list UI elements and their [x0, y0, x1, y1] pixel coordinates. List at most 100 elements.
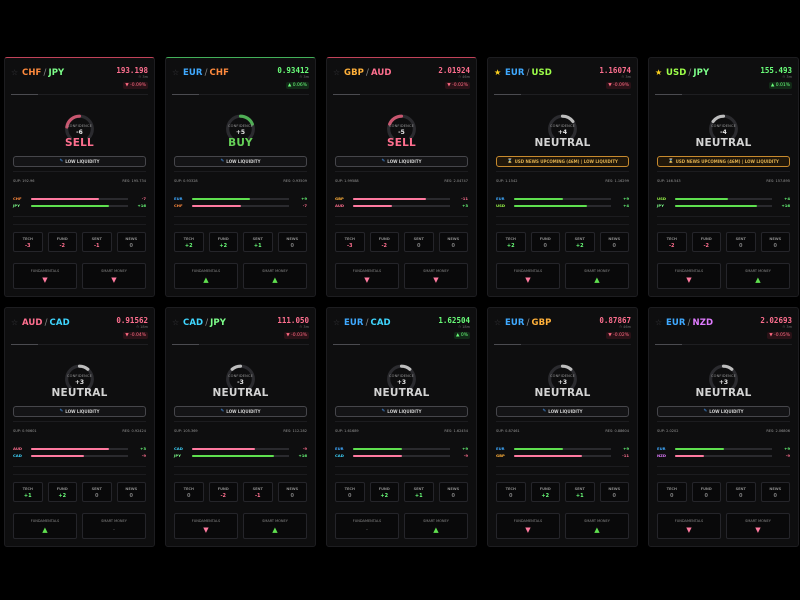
news-label: NEWS: [286, 487, 299, 491]
score-boxes: TECH +1 FUND +2 SENT 0 NEWS 0: [13, 482, 146, 502]
news-score: 0: [290, 243, 294, 249]
sent-label: SENT: [413, 237, 424, 241]
currency-strength-row: JPY +16: [174, 453, 307, 458]
news-score-box[interactable]: NEWS 0: [599, 482, 629, 502]
smart-money-box[interactable]: SMART MONEY ▼: [82, 263, 146, 289]
sent-score-box[interactable]: SENT 0: [404, 232, 434, 252]
fundamentals-box[interactable]: FUNDAMENTALS ·: [335, 513, 399, 539]
news-score-box[interactable]: NEWS 0: [438, 232, 468, 252]
pair-card[interactable]: ☆ EUR / CHF 0.93412 ⏱ 3m ▲ 0.06% CONFIDENC…: [165, 57, 316, 297]
fund-score-box[interactable]: FUND +2: [208, 232, 238, 252]
news-score-box[interactable]: NEWS 0: [277, 482, 307, 502]
news-score-box[interactable]: NEWS 0: [760, 232, 790, 252]
star-icon[interactable]: ☆: [333, 68, 341, 77]
currency-score: +9: [784, 446, 790, 451]
fundamentals-box[interactable]: FUNDAMENTALS ▼: [657, 263, 721, 289]
pair-card[interactable]: ☆ GBP / AUD 2.01924 ⏱ 46m ▼ -0.02% CONFIDE…: [326, 57, 477, 297]
strength-track: [514, 205, 611, 207]
sent-score-box[interactable]: SENT 0: [726, 482, 756, 502]
sent-score-box[interactable]: SENT +2: [565, 232, 595, 252]
star-icon[interactable]: ☆: [494, 318, 502, 327]
currency-score: +16: [781, 203, 790, 208]
news-score-box[interactable]: NEWS 0: [760, 482, 790, 502]
star-icon[interactable]: ☆: [172, 318, 180, 327]
sent-score-box[interactable]: SENT -1: [243, 482, 273, 502]
fund-score-box[interactable]: FUND -2: [208, 482, 238, 502]
sent-score-box[interactable]: SENT 0: [82, 482, 112, 502]
smart-money-box[interactable]: SMART MONEY ▲: [565, 513, 629, 539]
tech-score-box[interactable]: TECH -3: [13, 232, 43, 252]
tech-score-box[interactable]: TECH 0: [335, 482, 365, 502]
pair-card[interactable]: ☆ CHF / JPY 193.198 ⏱ 3m ▼ -0.09% CONFIDEN…: [4, 57, 155, 297]
tech-score-box[interactable]: TECH +2: [496, 232, 526, 252]
fund-score-box[interactable]: FUND -2: [369, 232, 399, 252]
pair-card[interactable]: ★ EUR / USD 1.16074 ⏱ 3m ▼ -0.09% CONFIDEN…: [487, 57, 638, 297]
fundamentals-box[interactable]: FUNDAMENTALS ▼: [13, 263, 77, 289]
smart-money-box[interactable]: SMART MONEY ·: [82, 513, 146, 539]
currency-strength-row: EUR +9: [174, 196, 307, 201]
smart-money-box[interactable]: SMART MONEY ▲: [404, 513, 468, 539]
sent-score-box[interactable]: SENT +1: [565, 482, 595, 502]
news-score-box[interactable]: NEWS 0: [116, 232, 146, 252]
pair-card[interactable]: ☆ AUD / CAD 0.91562 ⏱ 18m ▼ -0.04% CONFIDE…: [4, 307, 155, 547]
tech-score-box[interactable]: TECH +1: [13, 482, 43, 502]
sent-score-box[interactable]: SENT 0: [726, 232, 756, 252]
tech-score: 0: [348, 493, 352, 499]
news-score-box[interactable]: NEWS 0: [277, 232, 307, 252]
sent-score-box[interactable]: SENT +1: [243, 232, 273, 252]
fund-score-box[interactable]: FUND -2: [47, 232, 77, 252]
currency-strength-row: AUD +3: [13, 446, 146, 451]
fundamentals-box[interactable]: FUNDAMENTALS ▼: [496, 263, 560, 289]
currency-score: +16: [298, 453, 307, 458]
tech-score-box[interactable]: TECH 0: [496, 482, 526, 502]
fundamentals-box[interactable]: FUNDAMENTALS ▼: [174, 513, 238, 539]
fund-score-box[interactable]: FUND 0: [530, 232, 560, 252]
tech-score-box[interactable]: TECH 0: [657, 482, 687, 502]
tech-score-box[interactable]: TECH -3: [335, 232, 365, 252]
fundamentals-box[interactable]: FUNDAMENTALS ▼: [496, 513, 560, 539]
currency-score: +9: [623, 446, 629, 451]
base-currency: CAD: [183, 318, 204, 328]
fund-score-box[interactable]: FUND 0: [691, 482, 721, 502]
fundamentals-label: FUNDAMENTALS: [674, 269, 704, 273]
tech-score-box[interactable]: TECH 0: [174, 482, 204, 502]
currency-code: NZD: [657, 453, 667, 458]
fund-score-box[interactable]: FUND +2: [369, 482, 399, 502]
star-icon[interactable]: ☆: [11, 68, 19, 77]
sent-score-box[interactable]: SENT -1: [82, 232, 112, 252]
pair-card[interactable]: ☆ EUR / CAD 1.62504 ⏱ 18m ▲ 0% CONFIDENCE …: [326, 307, 477, 547]
star-icon[interactable]: ☆: [11, 318, 19, 327]
smart-money-box[interactable]: SMART MONEY ▲: [726, 263, 790, 289]
fundamentals-box[interactable]: FUNDAMENTALS ▼: [657, 513, 721, 539]
star-icon[interactable]: ☆: [172, 68, 180, 77]
pair-card[interactable]: ★ USD / JPY 155.493 ⏱ 3m ▲ 0.01% CONFIDENC…: [648, 57, 799, 297]
fund-score-box[interactable]: FUND -2: [691, 232, 721, 252]
fundamentals-box[interactable]: FUNDAMENTALS ▼: [335, 263, 399, 289]
tech-score-box[interactable]: TECH -2: [657, 232, 687, 252]
fund-score-box[interactable]: FUND +2: [47, 482, 77, 502]
pair-card[interactable]: ☆ EUR / GBP 0.87867 ⏱ 46m ▼ -0.02% CONFIDE…: [487, 307, 638, 547]
star-icon[interactable]: ★: [655, 68, 663, 77]
smart-money-box[interactable]: SMART MONEY ▼: [404, 263, 468, 289]
smart-money-box[interactable]: SMART MONEY ▲: [565, 263, 629, 289]
fundamentals-box[interactable]: FUNDAMENTALS ▲: [13, 513, 77, 539]
fundamentals-box[interactable]: FUNDAMENTALS ▲: [174, 263, 238, 289]
news-score-box[interactable]: NEWS 0: [599, 232, 629, 252]
fund-score-box[interactable]: FUND +2: [530, 482, 560, 502]
confidence-gauge: [226, 364, 255, 390]
star-icon[interactable]: ☆: [655, 318, 663, 327]
sent-score-box[interactable]: SENT +1: [404, 482, 434, 502]
star-icon[interactable]: ★: [494, 68, 502, 77]
news-score-box[interactable]: NEWS 0: [438, 482, 468, 502]
pair-card[interactable]: ☆ EUR / NZD 2.02693 ⏱ 3m ▼ -0.05% CONFIDEN…: [648, 307, 799, 547]
pair-card[interactable]: ☆ CAD / JPY 111.050 ⏱ 3m ▼ -0.03% CONFIDEN…: [165, 307, 316, 547]
smart-money-box[interactable]: SMART MONEY ▼: [726, 513, 790, 539]
tech-score-box[interactable]: TECH +2: [174, 232, 204, 252]
update-age: ⏱ 3m: [299, 75, 309, 79]
pair-header: ☆ CHF / JPY: [11, 67, 64, 79]
smart-money-box[interactable]: SMART MONEY ▲: [243, 513, 307, 539]
news-score: 0: [451, 243, 455, 249]
star-icon[interactable]: ☆: [333, 318, 341, 327]
smart-money-box[interactable]: SMART MONEY ▲: [243, 263, 307, 289]
news-score-box[interactable]: NEWS 0: [116, 482, 146, 502]
